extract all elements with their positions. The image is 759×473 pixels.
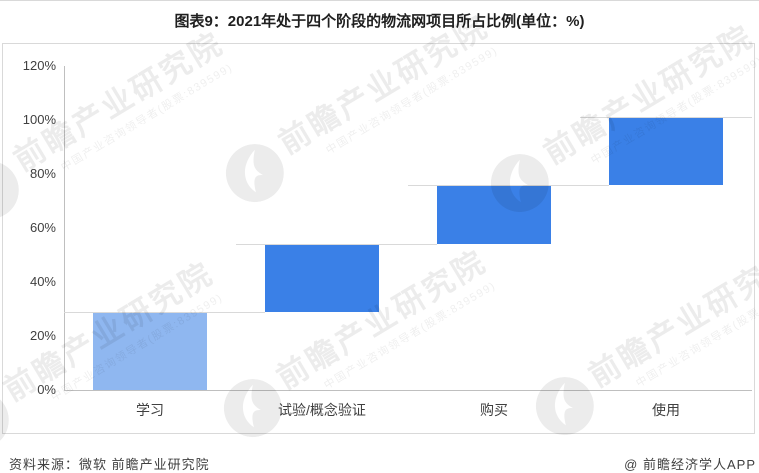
waterfall-connector-2 — [236, 244, 437, 246]
y-axis-tick-label: 20% — [29, 328, 56, 343]
y-axis-tick-label: 80% — [29, 166, 56, 181]
waterfall-bar-2 — [265, 244, 379, 312]
page-title: 图表9：2021年处于四个阶段的物流网项目所占比例(单位：%) — [174, 13, 585, 30]
x-axis-category-label: 使用 — [652, 402, 680, 418]
source-note: 资料来源：微软 前瞻产业研究院 — [9, 457, 210, 472]
y-axis-tick-label: 60% — [29, 220, 56, 235]
y-axis-tick-label: 120% — [22, 58, 56, 73]
waterfall-bar-1 — [93, 311, 207, 390]
y-axis-tick-label: 0% — [37, 382, 56, 397]
x-axis-category-label: 试验/概念验证 — [278, 402, 366, 418]
x-axis-category-label: 购买 — [480, 402, 508, 418]
credit-note: @ 前瞻经济学人APP — [624, 457, 756, 472]
x-axis-line — [64, 390, 752, 391]
x-axis-category-label: 学习 — [136, 402, 164, 418]
chart-plot: 0% 20% 40% 60% 80% 100% 120% 学习 试验/概念验证 购买 使用 — [3, 44, 754, 433]
chart-container: 0% 20% 40% 60% 80% 100% 120% 学习 试验/概念验证 购买 使用 — [2, 43, 755, 434]
waterfall-bar-4 — [609, 117, 723, 185]
waterfall-bar-3 — [437, 184, 551, 245]
y-axis-tick-label: 40% — [29, 274, 56, 289]
y-axis-line — [64, 66, 65, 390]
y-axis-tick-label: 100% — [22, 112, 56, 127]
waterfall-connector-1 — [64, 311, 265, 313]
waterfall-connector-4 — [580, 117, 752, 119]
waterfall-connector-3 — [408, 184, 609, 186]
